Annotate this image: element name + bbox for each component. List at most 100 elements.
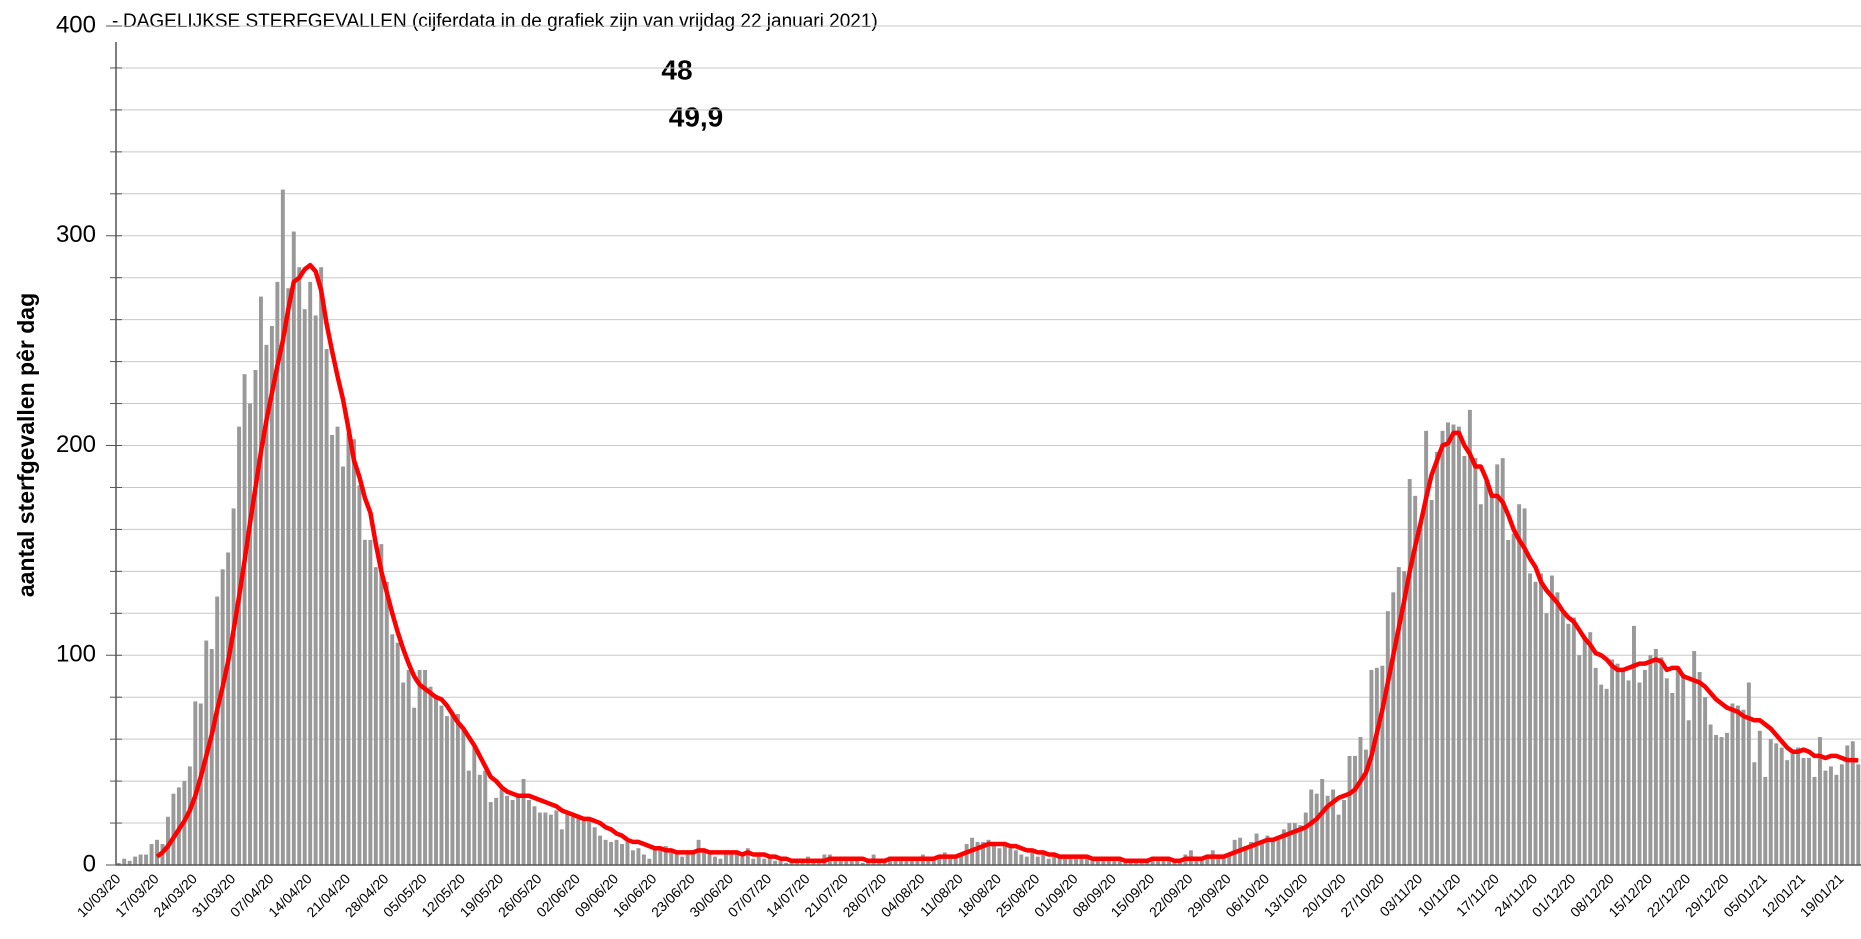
bar [351, 439, 356, 865]
bar [1555, 592, 1560, 865]
bar [226, 552, 231, 865]
bar [1363, 749, 1368, 865]
bar [1292, 823, 1297, 865]
bar [291, 231, 296, 865]
bar [1763, 776, 1768, 865]
bar [461, 726, 466, 865]
bar [614, 839, 619, 865]
bar [1752, 762, 1757, 865]
bar [1467, 409, 1472, 865]
bar [231, 508, 236, 865]
bar [647, 858, 652, 865]
bar [1522, 508, 1527, 865]
bar [275, 281, 280, 865]
y-axis-title: aantal sterfgevallen pêr dag [13, 293, 39, 597]
bar [745, 848, 750, 865]
bar [1413, 495, 1418, 865]
bar [466, 770, 471, 865]
annotation-last-bar: 48 [661, 54, 692, 85]
bar [417, 669, 422, 865]
bar [543, 812, 548, 865]
bar [734, 854, 739, 865]
bar [860, 862, 865, 865]
bar [592, 827, 597, 865]
bar [1560, 613, 1565, 865]
bar [1035, 856, 1040, 865]
bar [1626, 680, 1631, 865]
bar [1621, 669, 1626, 865]
bar [1632, 625, 1636, 865]
bar [1019, 854, 1024, 865]
bar [997, 848, 1002, 865]
bar [401, 682, 406, 865]
bar [1725, 732, 1729, 865]
bar [297, 267, 302, 865]
bar [1374, 667, 1379, 865]
bar [1156, 860, 1161, 865]
bar [1593, 667, 1598, 865]
bar [477, 774, 482, 865]
bar [1336, 814, 1341, 865]
bar [165, 816, 170, 865]
bar [751, 858, 756, 865]
bar [1249, 841, 1254, 865]
bar [685, 854, 690, 865]
bar [193, 701, 198, 865]
bar [762, 858, 767, 865]
bar [1500, 458, 1505, 865]
bar [609, 841, 614, 865]
bar [1030, 852, 1035, 865]
bar [1424, 430, 1429, 865]
bar [844, 858, 849, 865]
bar [937, 856, 942, 865]
bar [428, 686, 433, 865]
bar [718, 858, 723, 865]
bar [1462, 455, 1467, 865]
bar [1785, 760, 1790, 865]
bar [581, 820, 586, 865]
bar [1801, 758, 1806, 865]
bar [740, 856, 745, 865]
bar [1090, 858, 1095, 865]
bar [390, 634, 395, 865]
bar [652, 846, 657, 865]
bar [1347, 755, 1352, 865]
title-dash: - [112, 11, 118, 32]
bar [691, 850, 696, 865]
bar [1834, 774, 1839, 865]
bar [1243, 846, 1248, 865]
bar [362, 539, 367, 865]
bar [893, 860, 898, 865]
bar [1741, 709, 1746, 865]
bar [1757, 730, 1762, 865]
bar [302, 309, 307, 866]
bar [811, 862, 816, 865]
bar [488, 802, 493, 865]
bar [1314, 793, 1319, 865]
bar [756, 854, 761, 865]
bar [149, 844, 154, 865]
bar [1260, 841, 1264, 865]
bar [127, 860, 132, 865]
bar [565, 812, 570, 865]
bar [324, 349, 329, 865]
y-tick-label: 200 [56, 431, 96, 458]
bar [1309, 789, 1314, 865]
bar [1325, 795, 1330, 865]
bar [1544, 613, 1549, 865]
bar [702, 852, 707, 865]
bar [1735, 705, 1740, 865]
y-tick-label: 100 [56, 641, 96, 668]
bar [1648, 655, 1653, 865]
bar [548, 814, 553, 865]
bar [1265, 835, 1270, 865]
bar [133, 856, 138, 865]
bar [1063, 854, 1068, 865]
bar [1161, 860, 1166, 865]
bar [587, 818, 592, 865]
bar [209, 648, 214, 865]
bar [1287, 823, 1292, 865]
bar [1041, 854, 1046, 865]
